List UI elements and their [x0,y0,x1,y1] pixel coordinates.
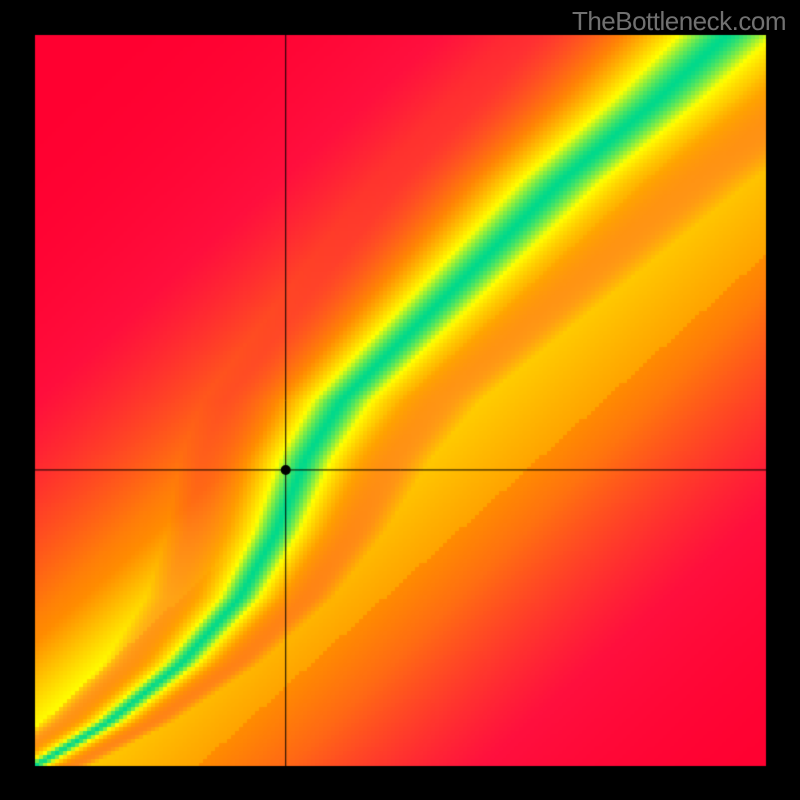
chart-container: TheBottleneck.com [0,0,800,800]
watermark-text: TheBottleneck.com [572,6,786,37]
heatmap-canvas [0,0,800,800]
